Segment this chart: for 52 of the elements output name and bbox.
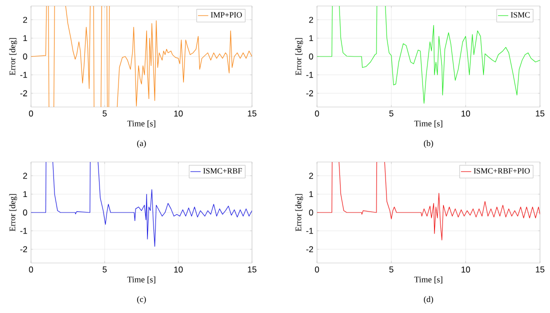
y-axis-title: Error [deg] bbox=[295, 194, 304, 232]
legend-label: ISMC+RBF+PIO bbox=[474, 168, 530, 174]
x-tick-label: 10 bbox=[462, 110, 470, 117]
y-tick-label: 1 bbox=[309, 35, 314, 42]
y-tick-label: 2 bbox=[309, 172, 314, 179]
legend-label: IMP+PIO bbox=[210, 12, 242, 18]
y-tick-label: -1 bbox=[20, 72, 28, 78]
legend-label: ISMC bbox=[510, 12, 530, 18]
x-tick-label: 5 bbox=[102, 266, 107, 272]
y-axis-title: Error [deg] bbox=[295, 38, 304, 76]
y-tick-label: 2 bbox=[23, 16, 28, 23]
y-tick-label: 1 bbox=[23, 191, 28, 198]
x-tick-label: 10 bbox=[174, 266, 183, 273]
x-tick-label: 0 bbox=[28, 110, 34, 117]
text: (c) bbox=[137, 296, 146, 304]
x-tick-label: 5 bbox=[102, 110, 107, 116]
text: (b) bbox=[424, 140, 434, 148]
x-axis-title: Time [s] bbox=[414, 120, 442, 128]
x-tick-label: 15 bbox=[536, 266, 544, 272]
y-tick-label: -2 bbox=[306, 246, 314, 252]
x-tick-label: 10 bbox=[462, 266, 470, 273]
y-axis-title: Error [deg] bbox=[9, 194, 18, 232]
y-tick-label: 0 bbox=[309, 53, 314, 60]
y-tick-label: 1 bbox=[23, 35, 28, 42]
y-tick-label: -1 bbox=[20, 228, 28, 234]
x-tick-label: 0 bbox=[28, 266, 34, 273]
y-tick-label: 0 bbox=[23, 209, 28, 216]
x-axis-title: Time [s] bbox=[414, 276, 442, 284]
y-tick-label: 1 bbox=[309, 191, 314, 198]
y-tick-label: 0 bbox=[23, 53, 28, 60]
y-tick-label: 0 bbox=[309, 209, 314, 216]
text: (d) bbox=[424, 296, 434, 304]
x-tick-label: 0 bbox=[314, 266, 320, 273]
y-tick-label: -1 bbox=[306, 72, 314, 78]
y-tick-label: 2 bbox=[23, 172, 28, 179]
y-tick-label: -2 bbox=[20, 90, 28, 96]
text: (a) bbox=[137, 140, 146, 148]
y-tick-label: -2 bbox=[20, 246, 28, 252]
y-tick-label: -2 bbox=[306, 90, 314, 96]
x-tick-label: 5 bbox=[389, 110, 394, 116]
x-tick-label: 5 bbox=[389, 266, 394, 272]
x-tick-label: 15 bbox=[536, 110, 544, 116]
x-tick-label: 15 bbox=[248, 266, 256, 272]
y-tick-label: -1 bbox=[306, 228, 314, 234]
y-axis-title: Error [deg] bbox=[9, 38, 18, 76]
y-tick-label: 2 bbox=[309, 16, 314, 23]
legend-label: ISMC+RBF bbox=[203, 168, 242, 174]
x-tick-label: 0 bbox=[314, 110, 320, 117]
x-tick-label: 15 bbox=[248, 110, 256, 116]
x-tick-label: 10 bbox=[174, 110, 183, 117]
x-axis-title: Time [s] bbox=[127, 276, 156, 284]
x-axis-title: Time [s] bbox=[127, 120, 156, 128]
